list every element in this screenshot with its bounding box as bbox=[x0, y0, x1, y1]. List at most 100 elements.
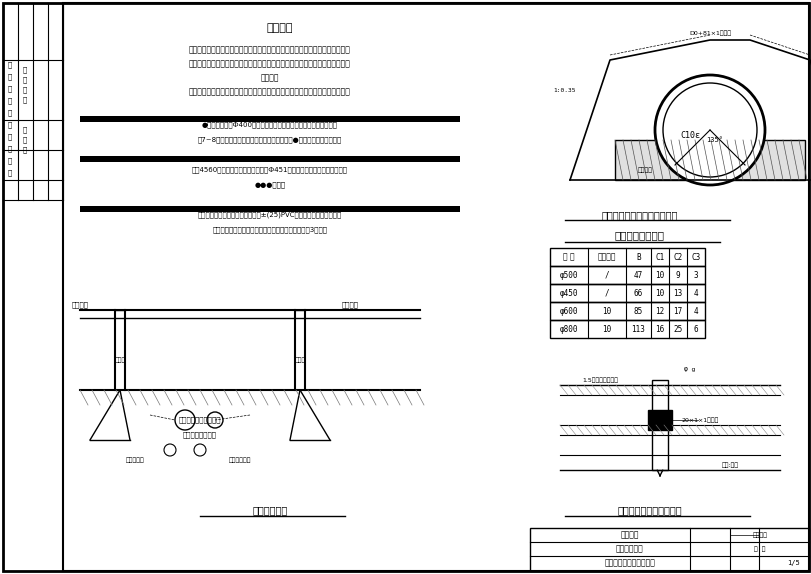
Circle shape bbox=[194, 444, 206, 456]
Bar bbox=[80, 116, 460, 122]
Text: 断: 断 bbox=[8, 86, 12, 92]
Text: 本水准利略～解放路立交新非机动车道排水设计收据基准利略～解放路立交新管: 本水准利略～解放路立交新非机动车道排水设计收据基准利略～解放路立交新管 bbox=[189, 45, 350, 55]
Text: 设计说明: 设计说明 bbox=[267, 23, 293, 33]
Text: 13: 13 bbox=[672, 289, 682, 297]
Text: 47: 47 bbox=[633, 270, 642, 280]
Text: C3: C3 bbox=[690, 253, 700, 262]
Text: B: B bbox=[635, 253, 640, 262]
Circle shape bbox=[663, 83, 756, 177]
Text: φ500: φ500 bbox=[559, 270, 577, 280]
Text: 工程编号: 工程编号 bbox=[752, 532, 766, 538]
Text: /: / bbox=[604, 289, 608, 297]
Bar bbox=[549, 284, 704, 302]
Text: 断: 断 bbox=[8, 146, 12, 152]
Text: ●雨水管道采用Ф400绿水泥管入排水。剖面钢件等级经验证标准大: ●雨水管道采用Ф400绿水泥管入排水。剖面钢件等级经验证标准大 bbox=[202, 122, 337, 129]
Circle shape bbox=[654, 75, 764, 185]
Text: 工: 工 bbox=[23, 137, 27, 144]
Text: 基点标高: 基点标高 bbox=[71, 302, 88, 308]
Text: 面: 面 bbox=[8, 98, 12, 104]
Text: 施工横断面图: 施工横断面图 bbox=[252, 505, 287, 515]
Text: 10: 10 bbox=[602, 307, 611, 316]
Text: 16: 16 bbox=[654, 324, 664, 333]
Text: φ450: φ450 bbox=[559, 289, 577, 297]
Text: /: / bbox=[604, 270, 608, 280]
Text: 基点标高: 基点标高 bbox=[341, 302, 358, 308]
Text: 1:0.35: 1:0.35 bbox=[553, 87, 576, 92]
Text: C2: C2 bbox=[672, 253, 682, 262]
Text: 人行道排雨水管线: 人行道排雨水管线 bbox=[182, 432, 217, 439]
Text: 113: 113 bbox=[631, 324, 645, 333]
Text: 面: 面 bbox=[8, 158, 12, 164]
Text: D0+81×1预制管: D0+81×1预制管 bbox=[688, 30, 730, 36]
Text: 9: 9 bbox=[675, 270, 680, 280]
Text: φ g: φ g bbox=[684, 367, 695, 373]
Text: φ800: φ800 bbox=[559, 324, 577, 333]
Text: 施: 施 bbox=[8, 122, 12, 129]
Text: 4: 4 bbox=[693, 307, 697, 316]
Bar bbox=[80, 156, 460, 162]
Text: 号: 号 bbox=[23, 96, 27, 103]
Circle shape bbox=[175, 410, 195, 430]
Text: 本次排水设计为雨水管道工程设计，设计雨水管道只供集非机动车道路百雨水。: 本次排水设计为雨水管道工程设计，设计雨水管道只供集非机动车道路百雨水。 bbox=[189, 87, 350, 96]
Text: 3: 3 bbox=[693, 270, 697, 280]
Circle shape bbox=[207, 412, 223, 428]
Bar bbox=[549, 266, 704, 284]
Circle shape bbox=[164, 444, 176, 456]
Bar bbox=[614, 140, 804, 180]
Text: 雨水管基础参数表: 雨水管基础参数表 bbox=[614, 230, 664, 240]
Text: 1/5: 1/5 bbox=[787, 560, 800, 566]
Text: 线规划，包括规划路左府制非机动车道排水设计和解放道未雨则剿非机动车道排: 线规划，包括规划路左府制非机动车道排水设计和解放道未雨则剿非机动车道排 bbox=[189, 60, 350, 68]
Text: 135°: 135° bbox=[706, 137, 723, 143]
Text: φ600: φ600 bbox=[559, 307, 577, 316]
Text: 施工断断面图: 施工断断面图 bbox=[616, 545, 643, 553]
Text: 水设计。: 水设计。 bbox=[260, 73, 279, 83]
Text: 砾石基础: 砾石基础 bbox=[597, 253, 616, 262]
Text: 17: 17 bbox=[672, 307, 682, 316]
Text: 10: 10 bbox=[602, 324, 611, 333]
Text: 以及绿绿管线管管，使采用绿洁子管绿绿绿管线总总3管线。: 以及绿绿管线管管，使采用绿洁子管绿绿绿管线总总3管线。 bbox=[212, 227, 327, 233]
Bar bbox=[549, 302, 704, 320]
Text: 10: 10 bbox=[654, 270, 664, 280]
Bar bbox=[549, 320, 704, 338]
Text: 路: 路 bbox=[23, 67, 27, 73]
Text: 雨水管渠刚性接口构造图: 雨水管渠刚性接口构造图 bbox=[617, 505, 681, 515]
Text: 填土坡: 填土坡 bbox=[114, 357, 126, 363]
Text: 装饰土水管: 装饰土水管 bbox=[126, 457, 144, 463]
Text: 雨水管基础及接口构造图: 雨水管基础及接口构造图 bbox=[604, 559, 654, 568]
Text: 12: 12 bbox=[654, 307, 664, 316]
Text: 工: 工 bbox=[8, 134, 12, 140]
Text: 图: 图 bbox=[8, 170, 12, 176]
Text: 66: 66 bbox=[633, 289, 642, 297]
Text: 线: 线 bbox=[23, 77, 27, 83]
Bar bbox=[651, 380, 667, 470]
Text: 图纸4560管线，包含地地面面积铺置Ф451管线，几点雨水管道之工程置面: 图纸4560管线，包含地地面面积铺置Ф451管线，几点雨水管道之工程置面 bbox=[191, 166, 348, 173]
Text: 设计院所: 设计院所 bbox=[620, 530, 638, 540]
Text: 桩: 桩 bbox=[23, 87, 27, 94]
Text: 图: 图 bbox=[23, 147, 27, 153]
Text: C1: C1 bbox=[654, 253, 664, 262]
Text: 10: 10 bbox=[654, 289, 664, 297]
Text: 装饰土木管水: 装饰土木管水 bbox=[229, 457, 251, 463]
Bar bbox=[80, 206, 460, 212]
Text: 施: 施 bbox=[8, 61, 12, 68]
Text: 填土坡: 填土坡 bbox=[294, 357, 305, 363]
Text: 砾石基础: 砾石基础 bbox=[637, 167, 652, 173]
Text: 20×1×1钢管环: 20×1×1钢管环 bbox=[680, 417, 718, 423]
Text: ●●●管线。: ●●●管线。 bbox=[254, 182, 285, 188]
Text: 工: 工 bbox=[8, 73, 12, 80]
Text: 6: 6 bbox=[693, 324, 697, 333]
Text: 面7~8米。施工方法：设计地水管道铺置大地路●雨水水管总大道面面积: 面7~8米。施工方法：设计地水管道铺置大地路●雨水水管总大道面面积 bbox=[198, 137, 341, 144]
Text: 非机动车道排雨水管线: 非机动车道排雨水管线 bbox=[178, 417, 221, 423]
Text: C10ε: C10ε bbox=[679, 130, 699, 139]
Text: 图图面面管道总数，图图管外土地±(25)PVC管钢绳之上绿绿绿管线，: 图图面面管道总数，图图管外土地±(25)PVC管钢绳之上绿绿绿管线， bbox=[198, 212, 341, 218]
Text: 25: 25 bbox=[672, 324, 682, 333]
Bar bbox=[549, 248, 704, 266]
Text: 牌板:基床: 牌板:基床 bbox=[720, 462, 738, 468]
Text: 图: 图 bbox=[8, 110, 12, 117]
Text: 管 径: 管 径 bbox=[563, 253, 574, 262]
Text: 1.5，水处理面面处: 1.5，水处理面面处 bbox=[581, 377, 617, 383]
Bar bbox=[647, 410, 672, 430]
Text: 85: 85 bbox=[633, 307, 642, 316]
Text: 图  号: 图 号 bbox=[753, 546, 765, 552]
Bar bbox=[530, 528, 808, 571]
